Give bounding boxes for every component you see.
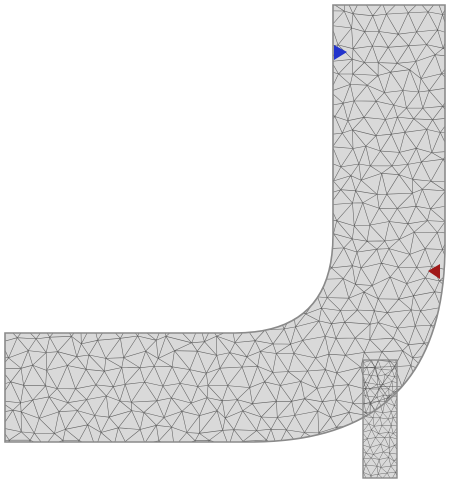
mesh-edges: [363, 360, 397, 478]
domain-fill: [5, 5, 445, 442]
outlet-marker: [428, 264, 440, 279]
domain-outline: [4, 4, 446, 443]
inlet-marker: [334, 45, 347, 60]
outlet-duct-outline: [362, 359, 398, 479]
outlet-duct-mesh: [363, 360, 397, 478]
